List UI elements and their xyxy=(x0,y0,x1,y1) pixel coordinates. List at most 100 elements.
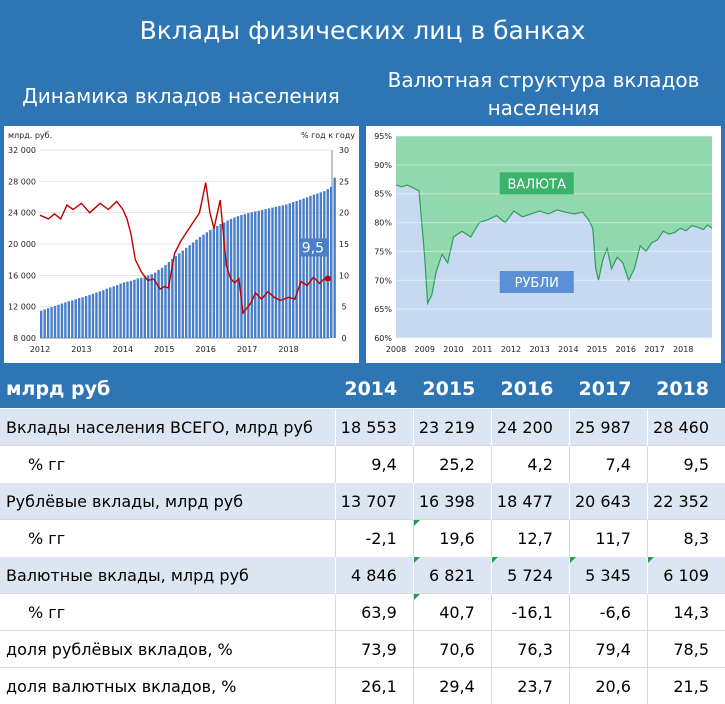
deposit-bar xyxy=(182,251,184,338)
deposit-bar xyxy=(333,178,335,338)
y-tick-label: 95% xyxy=(374,132,392,141)
deposit-bar xyxy=(240,215,242,338)
cell-value: 20,6 xyxy=(595,677,631,696)
table-cell: 22 352 xyxy=(647,483,725,520)
row-label: % гг xyxy=(0,594,335,631)
right-axis-unit: % год к году xyxy=(301,131,355,140)
deposit-bar xyxy=(257,211,259,338)
table-header-cell: 2018 xyxy=(647,369,725,409)
cell-value: 4 846 xyxy=(351,566,397,585)
cell-value: 8,3 xyxy=(684,529,709,548)
table-cell: 79,4 xyxy=(569,631,647,668)
x-tick-label: 2011 xyxy=(472,345,492,354)
cell-value: 28 460 xyxy=(653,418,709,437)
x-tick-label: 2012 xyxy=(501,345,521,354)
y-tick-label: 28 000 xyxy=(8,177,36,186)
x-tick-label: 2017 xyxy=(237,345,257,354)
cell-value: 4,2 xyxy=(527,455,552,474)
table-cell: 16 398 xyxy=(413,483,491,520)
deposit-bar xyxy=(175,256,177,338)
deposit-bar xyxy=(264,209,266,338)
deposit-bar xyxy=(178,253,180,338)
deposit-bar xyxy=(85,296,87,338)
deposit-bar xyxy=(157,270,159,338)
cell-value: 79,4 xyxy=(595,640,631,659)
cell-value: 76,3 xyxy=(517,640,553,659)
table-cell: 78,5 xyxy=(647,631,725,668)
deposit-bar xyxy=(147,275,149,338)
fx-label: ВАЛЮТА xyxy=(508,177,567,192)
deposit-bar xyxy=(282,205,284,338)
table-cell: 4 846 xyxy=(335,557,413,594)
table-cell: 13 707 xyxy=(335,483,413,520)
page-title: Вклады физических лиц в банках xyxy=(0,0,725,62)
deposit-bar xyxy=(261,210,263,338)
deposit-bar xyxy=(164,265,166,338)
table-cell: 7,4 xyxy=(569,446,647,483)
deposit-bar xyxy=(140,278,142,338)
cell-value: 23 219 xyxy=(419,418,475,437)
deposit-bar xyxy=(209,230,211,338)
deposit-bar xyxy=(233,217,235,338)
cell-value: 18 553 xyxy=(341,418,397,437)
cell-value: 40,7 xyxy=(439,603,475,622)
y-tick-label: 75% xyxy=(374,247,392,256)
cell-value: 78,5 xyxy=(673,640,709,659)
x-tick-label: 2016 xyxy=(196,345,216,354)
cell-value: 7,4 xyxy=(605,455,630,474)
cell-value: 9,5 xyxy=(684,455,709,474)
row-label: % гг xyxy=(0,520,335,557)
deposit-bar xyxy=(47,308,49,338)
y2-tick-label: 30 xyxy=(339,146,349,155)
y-tick-label: 65% xyxy=(374,305,392,314)
deposit-bar xyxy=(199,237,201,338)
x-tick-label: 2013 xyxy=(71,345,91,354)
row-label: доля рублёвых вкладов, % xyxy=(0,631,335,668)
deposit-bar xyxy=(123,282,125,338)
deposit-bar xyxy=(185,248,187,338)
table-cell: 24 200 xyxy=(491,409,569,446)
deposit-bar xyxy=(330,187,332,338)
cell-comment-marker xyxy=(414,557,420,563)
right-chart-title: Валютная структура вкладов населения xyxy=(362,66,725,122)
cell-value: 13 707 xyxy=(341,492,397,511)
cell-comment-marker xyxy=(414,594,420,600)
deposit-bar xyxy=(54,306,56,338)
table-cell: 4,2 xyxy=(491,446,569,483)
deposit-bar xyxy=(309,196,311,338)
y-tick-label: 24 000 xyxy=(8,209,36,218)
deposit-bar xyxy=(226,221,228,339)
deposit-bar xyxy=(299,200,301,338)
deposit-bar xyxy=(323,191,325,338)
table-cell: 18 477 xyxy=(491,483,569,520)
deposit-bar xyxy=(81,297,83,338)
deposit-bar xyxy=(106,289,108,338)
cell-value: 63,9 xyxy=(361,603,397,622)
table-cell: 5 345 xyxy=(569,557,647,594)
deposit-bar xyxy=(271,208,273,338)
annotation-label: 9,5 xyxy=(302,240,324,256)
table-cell: 28 460 xyxy=(647,409,725,446)
row-label: Вклады населения ВСЕГО, млрд руб xyxy=(0,409,335,446)
y-tick-label: 90% xyxy=(374,161,392,170)
deposit-bar xyxy=(327,189,329,338)
cell-value: -2,1 xyxy=(366,529,397,548)
rub-label: РУБЛИ xyxy=(515,276,559,291)
cell-value: 24 200 xyxy=(497,418,553,437)
y2-tick-label: 20 xyxy=(339,209,349,218)
deposit-bar xyxy=(192,242,194,338)
table-cell: 18 553 xyxy=(335,409,413,446)
row-label: Рублёвые вклады, млрд руб xyxy=(0,483,335,520)
deposit-bar xyxy=(95,293,97,338)
cell-value: 9,4 xyxy=(371,455,396,474)
deposit-bar xyxy=(150,274,152,338)
y2-tick-label: 25 xyxy=(339,177,349,186)
table-cell: 23 219 xyxy=(413,409,491,446)
table-cell: 76,3 xyxy=(491,631,569,668)
deposit-bar xyxy=(292,202,294,338)
